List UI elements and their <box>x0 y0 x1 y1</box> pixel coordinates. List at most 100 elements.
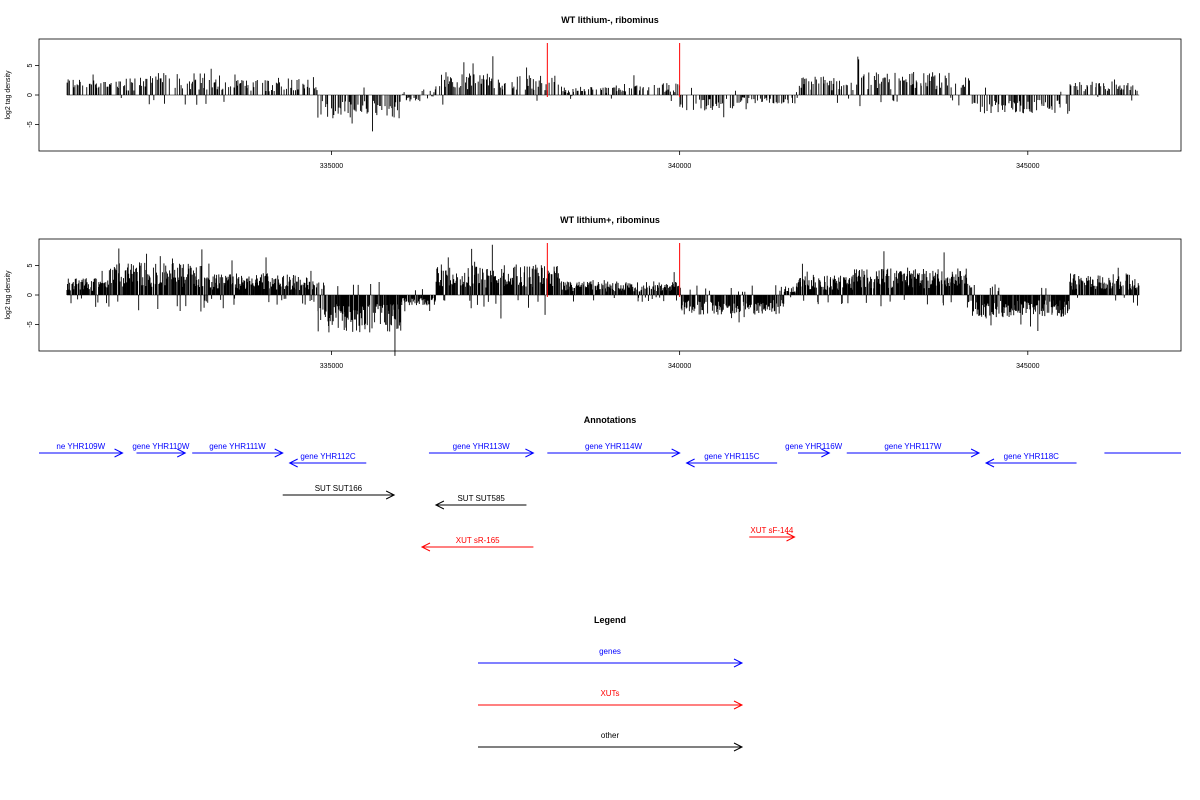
arrow-right-icon <box>177 448 187 458</box>
density-bar-cluster <box>66 270 109 307</box>
feature-label: gene YHR111W <box>209 442 266 451</box>
annotations-title: Annotations <box>584 415 637 425</box>
annotation-feature: XUT sR-165 <box>420 536 534 552</box>
density-bar-cluster <box>783 283 798 298</box>
density-bars <box>66 244 1140 356</box>
track-panel-lithium-minus: WT lithium-, ribominus log2 tag density … <box>5 15 1182 170</box>
arrow-right-icon <box>671 448 681 458</box>
density-bar-cluster <box>275 77 318 95</box>
arrow-right-icon <box>821 448 831 458</box>
annotation-feature: gene YHR114W <box>547 442 681 458</box>
track-panel-lithium-plus: WT lithium+, ribominus log2 tag density … <box>5 215 1182 370</box>
arrow-right-icon <box>385 490 396 500</box>
arrow-right-icon <box>733 700 744 710</box>
y-tick-label: 0 <box>27 293 34 297</box>
density-bars <box>66 56 1138 132</box>
density-bar-cluster <box>1069 267 1140 306</box>
annotation-feature: gene YHR110W <box>132 442 190 458</box>
legend-item: genes <box>478 647 744 668</box>
arrow-left-icon <box>685 458 695 468</box>
density-bar-cluster <box>400 289 436 312</box>
density-bar-cluster <box>971 87 1070 114</box>
annotation-feature: SUT SUT585 <box>434 494 527 510</box>
annotation-feature: gene YHR113W <box>428 442 535 458</box>
y-tick-label: 5 <box>27 263 34 267</box>
density-bar-cluster <box>275 270 318 305</box>
x-tick-label: 340000 <box>668 363 691 370</box>
annotation-feature: gene YHR118C <box>984 452 1077 468</box>
x-tick-label: 345000 <box>1016 163 1039 170</box>
density-bar-cluster <box>797 263 854 305</box>
legend-title: Legend <box>594 615 626 625</box>
arrow-right-icon <box>786 532 796 542</box>
feature-label: SUT SUT166 <box>315 484 363 493</box>
density-bar-cluster <box>735 90 798 110</box>
annotation-feature: gene YHR112C <box>288 452 367 468</box>
feature-label: SUT SUT585 <box>457 494 505 503</box>
arrow-left-icon <box>288 458 298 468</box>
annotation-feature: gene YHR116W <box>785 442 843 458</box>
arrow-right-icon <box>733 742 744 752</box>
x-tick-label: 340000 <box>668 163 691 170</box>
annotation-feature: XUT sF-144 <box>749 526 796 542</box>
annotation-feature: gene YHR117W <box>846 442 981 458</box>
track-title-lithium-minus: WT lithium-, ribominus <box>561 15 659 25</box>
density-bar-cluster <box>402 92 421 102</box>
density-bar-cluster <box>610 75 680 101</box>
density-bar-cluster <box>561 86 609 99</box>
feature-label: gene YHR110W <box>132 442 190 451</box>
y-tick-label: 0 <box>27 93 34 97</box>
arrow-right-icon <box>114 448 124 458</box>
density-bar-cluster <box>798 76 854 103</box>
density-bar-cluster <box>512 67 559 101</box>
legend-item-label: XUTs <box>600 689 619 698</box>
arrow-right-icon <box>733 658 744 668</box>
density-bar-cluster <box>138 68 220 105</box>
annotation-feature: ne YHR109W <box>39 442 124 458</box>
legend-item: other <box>478 731 744 752</box>
arrow-left-icon <box>434 500 445 510</box>
feature-label: XUT sF-144 <box>750 526 794 535</box>
density-bar-cluster <box>853 251 973 308</box>
density-bar-cluster <box>317 87 401 132</box>
density-bar-cluster <box>66 74 136 98</box>
arrow-right-icon <box>274 448 284 458</box>
arrow-left-icon <box>420 542 431 552</box>
feature-label: gene YHR118C <box>1004 452 1060 461</box>
legend-item: XUTs <box>478 689 744 710</box>
feature-label: gene YHR112C <box>300 452 356 461</box>
legend-item-label: other <box>601 731 620 740</box>
x-tick-label: 345000 <box>1016 363 1039 370</box>
density-bar-cluster <box>108 248 207 312</box>
feature-label: gene YHR115C <box>704 452 760 461</box>
density-bar-cluster <box>435 244 562 319</box>
density-bar-cluster <box>421 89 436 99</box>
feature-label: ne YHR109W <box>56 442 105 451</box>
density-bar-cluster <box>856 56 970 107</box>
annotation-feature: SUT SUT166 <box>282 484 396 500</box>
feature-label: gene YHR114W <box>585 442 643 451</box>
feature-label: gene YHR117W <box>884 442 942 451</box>
annotations-track: Annotations ne YHR109W gene YHR110W gene Y… <box>39 415 1181 552</box>
feature-label: gene YHR116W <box>785 442 843 451</box>
arrow-right-icon <box>525 448 535 458</box>
density-bar-cluster <box>560 272 679 302</box>
density-bar-cluster <box>205 257 276 309</box>
density-bar-cluster <box>679 87 735 118</box>
y-tick-label: -5 <box>27 121 34 127</box>
y-tick-label: -5 <box>27 321 34 327</box>
density-bar-cluster <box>435 56 513 105</box>
density-bar-cluster <box>972 284 1070 332</box>
feature-label: gene YHR113W <box>453 442 511 451</box>
density-bar-cluster <box>1069 79 1138 101</box>
annotation-feature: gene YHR115C <box>685 452 778 468</box>
legend-item-label: genes <box>599 647 621 656</box>
density-bar-cluster <box>221 74 275 102</box>
arrow-right-icon <box>970 448 981 458</box>
track-title-lithium-plus: WT lithium+, ribominus <box>560 215 660 225</box>
x-tick-label: 335000 <box>320 363 343 370</box>
density-bar-cluster <box>679 285 785 323</box>
feature-label: XUT sR-165 <box>456 536 500 545</box>
density-bar-cluster <box>317 282 402 356</box>
